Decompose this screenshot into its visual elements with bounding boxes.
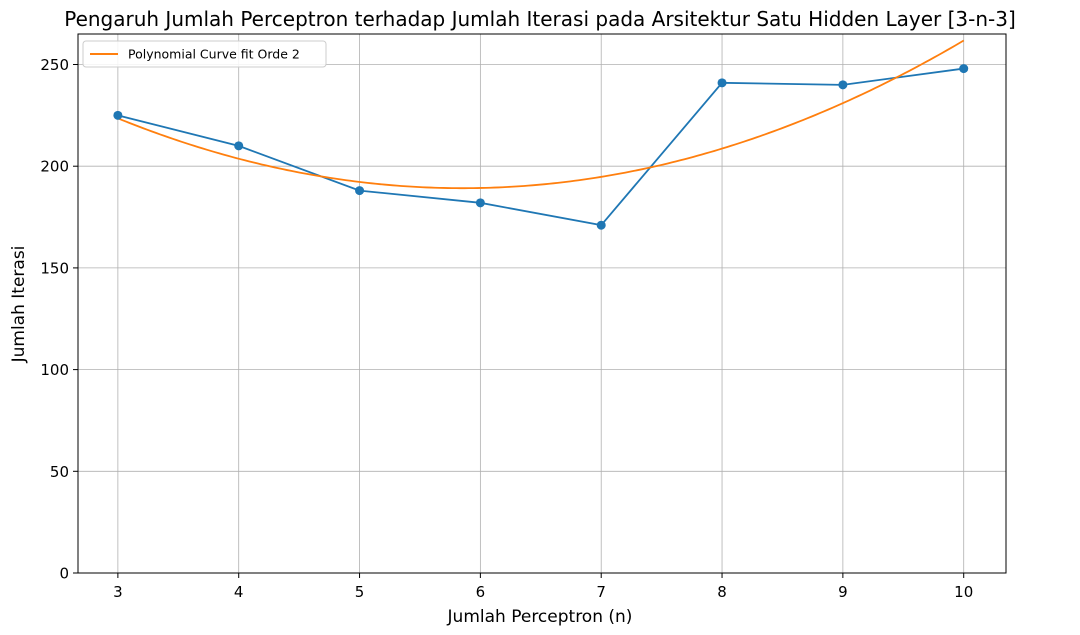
x-tick-label: 4: [234, 583, 244, 601]
y-tick-label: 150: [40, 259, 69, 277]
x-tick-label: 8: [717, 583, 727, 601]
x-tick-label: 6: [476, 583, 486, 601]
y-tick-label: 250: [40, 56, 69, 74]
data-point: [475, 198, 485, 208]
fit-curve-line: [117, 39, 965, 190]
x-axis-label: Jumlah Perceptron (n): [447, 607, 633, 627]
legend: Polynomial Curve fit Orde 2: [82, 40, 327, 68]
data-point: [959, 64, 969, 74]
data-series-line: [117, 67, 964, 227]
x-tick-label: 7: [596, 583, 606, 601]
data-point: [234, 141, 244, 151]
x-tick-label: 3: [113, 583, 123, 601]
data-point: [113, 110, 123, 120]
grid: [78, 34, 1006, 574]
y-axis-label: Jumlah Iterasi: [9, 246, 29, 364]
y-tick-label: 50: [50, 463, 69, 481]
legend-label: Polynomial Curve fit Orde 2: [128, 47, 300, 62]
data-point: [717, 78, 727, 88]
chart-title: Pengaruh Jumlah Perceptron terhadap Juml…: [64, 7, 1016, 31]
plot-frame: [77, 33, 1007, 574]
legend-box: [82, 40, 327, 68]
y-tick-label: 0: [59, 565, 69, 583]
y-tick-label: 200: [40, 158, 69, 176]
data-point: [355, 186, 365, 196]
data-point: [838, 80, 848, 90]
x-tick-label: 5: [355, 583, 365, 601]
data-point: [596, 220, 606, 230]
series-layer: [113, 39, 969, 230]
x-tick-label: 9: [838, 583, 848, 601]
y-tick-label: 100: [40, 361, 69, 379]
x-tick-label: 10: [954, 583, 973, 601]
